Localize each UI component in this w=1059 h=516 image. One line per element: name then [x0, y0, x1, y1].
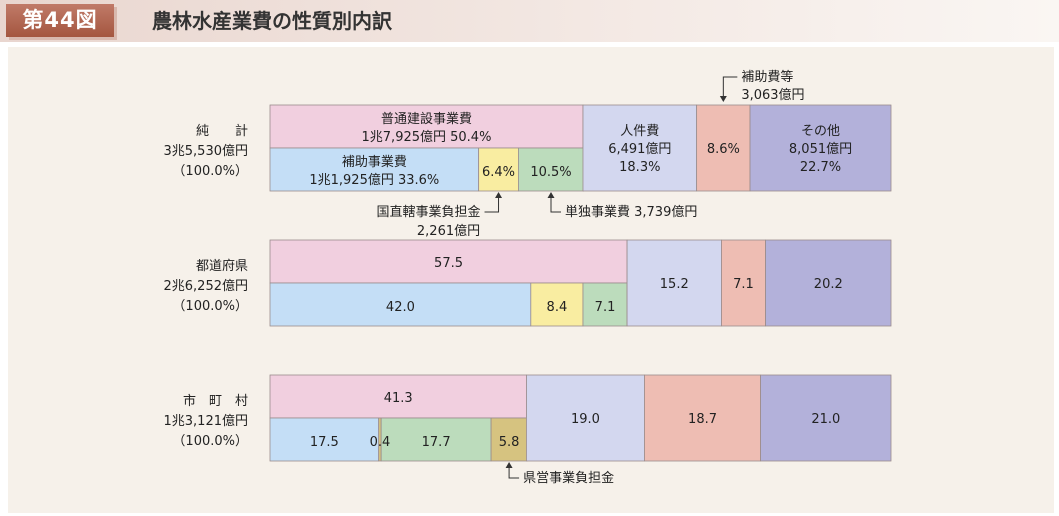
segment-value-label: 17.7 [422, 435, 451, 450]
figure-number-badge: 第44図 [6, 4, 114, 37]
segment-label: 人件費 [620, 124, 659, 139]
segment-label: その他 [801, 124, 840, 139]
segment-value-label: 5.8 [499, 435, 520, 450]
bar-segment-sub [517, 147, 585, 192]
bar-segment-public-construction [269, 104, 584, 149]
segment-value-label: 18.3% [619, 160, 660, 175]
callout-line [508, 467, 520, 479]
callout-arrow [547, 192, 555, 198]
bar-segment-sub [490, 417, 528, 462]
figure-title: 農林水産業費の性質別内訳 [152, 9, 392, 33]
bar-segment-lavender [626, 239, 722, 327]
bar-segment-purple [760, 374, 892, 462]
callout-label: 国直轄事業負担金 [377, 204, 481, 220]
bar-segment-sub [478, 147, 519, 192]
callout-line [550, 197, 562, 213]
bar-segment-public-construction [269, 239, 628, 284]
category-share: （100.0%） [172, 299, 248, 314]
bar-segment-sub [269, 417, 380, 462]
category-total: 3兆5,530億円 [164, 143, 249, 159]
stacked-bar-chart: 純 計 3兆5,530億円 （100.0%） 普通建設事業費 1兆7,925億円 50.… [164, 69, 892, 486]
segment-amount-label: 8,051億円 [789, 141, 852, 157]
callout-amount: 2,261億円 [417, 223, 480, 239]
bar-segment-purple [765, 239, 892, 327]
bar-segment-sub [269, 147, 480, 192]
segment-value-label: 57.5 [434, 256, 463, 271]
callout-amount: 3,063億円 [741, 87, 804, 103]
bar-segment-lavender [526, 374, 645, 462]
callout-arrow [495, 192, 503, 198]
bar-segment-lavender [582, 104, 698, 192]
segment-value-label: 19.0 [571, 412, 600, 427]
category-share: （100.0%） [172, 164, 248, 179]
callout-line [484, 197, 500, 213]
segment-value-label: 0.4 [370, 435, 391, 450]
callout-arrow [505, 462, 513, 468]
callout-line [722, 76, 738, 99]
category-share: （100.0%） [172, 434, 248, 449]
segment-value-label: 8.6% [707, 142, 740, 157]
category-label: 純 計 [196, 123, 248, 139]
segment-label: 普通建設事業費 [381, 111, 472, 127]
category-total: 1兆3,121億円 [164, 413, 249, 429]
callout-label: 補助費等 [741, 69, 793, 85]
segment-value-label: 7.1 [595, 300, 616, 315]
bar-segment-sub [530, 282, 584, 327]
segment-value-label: 42.0 [386, 300, 415, 315]
segment-value-label: 7.1 [733, 277, 754, 292]
chart-panel: 純 計 3兆5,530億円 （100.0%） 普通建設事業費 1兆7,925億円 50.… [8, 47, 1054, 513]
category-label: 都道府県 [196, 259, 248, 274]
segment-value-label: 22.7% [800, 160, 841, 175]
callout-label: 県営事業負担金 [523, 470, 614, 486]
segment-value-label: 8.4 [547, 300, 568, 315]
segment-value-label: 17.5 [310, 435, 339, 450]
figure-header: 第44図 農林水産業費の性質別内訳 [0, 0, 1059, 42]
bar-segment-salmon [696, 104, 751, 192]
callout-arrow [719, 96, 727, 102]
bar-segment-public-construction [269, 374, 527, 419]
bar-segment-salmon [721, 239, 766, 327]
segment-amount-label: 6,491億円 [608, 141, 671, 157]
segment-label: 補助事業費 [342, 154, 407, 170]
callout-label: 単独事業費 3,739億円 [565, 204, 697, 220]
segment-value-label: 20.2 [814, 277, 843, 292]
bar-segment-purple [749, 104, 892, 192]
segment-value-label: 18.7 [688, 412, 717, 427]
segment-value-label: 6.4% [482, 165, 515, 180]
segment-value-label: 10.5% [530, 165, 571, 180]
segment-value-label: 1兆7,925億円 50.4% [362, 129, 492, 145]
segment-value-label: 1兆1,925億円 33.6% [309, 172, 439, 188]
category-label: 市 町 村 [183, 393, 248, 409]
category-total: 2兆6,252億円 [164, 278, 249, 294]
segment-value-label: 15.2 [660, 277, 689, 292]
segment-value-label: 41.3 [384, 391, 413, 406]
segment-value-label: 21.0 [811, 412, 840, 427]
bar-segment-sub [269, 282, 532, 327]
